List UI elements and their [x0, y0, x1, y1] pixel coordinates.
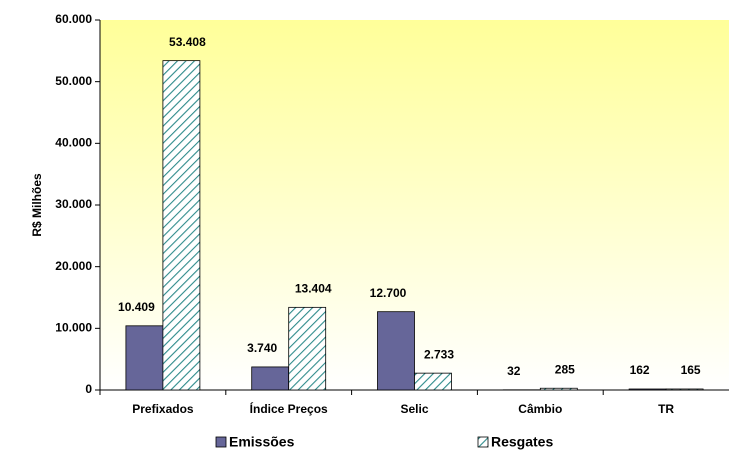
x-tick-label: Câmbio [518, 402, 562, 416]
x-tick-label: Selic [400, 402, 428, 416]
bar [539, 387, 578, 391]
bar [414, 372, 452, 391]
bar [125, 325, 164, 391]
y-tick-label: 10.000 [55, 321, 92, 335]
x-tick-label: TR [658, 402, 674, 416]
x-tick-label: Índice Preços [250, 401, 328, 416]
y-tick-label: 20.000 [55, 259, 92, 273]
y-tick-label: 60.000 [55, 12, 92, 26]
legend-label: Resgates [491, 434, 553, 450]
x-tick-label: Prefixados [132, 402, 194, 416]
y-tick-label: 50.000 [55, 74, 92, 88]
value-label: 2.733 [424, 347, 454, 361]
bar [628, 388, 667, 391]
bar [377, 311, 415, 391]
value-label: 165 [681, 363, 701, 377]
y-tick-label: 40.000 [55, 136, 92, 150]
legend-label: Emissões [229, 434, 295, 450]
bar [251, 366, 290, 391]
legend-marker [215, 436, 227, 448]
value-label: 162 [630, 363, 650, 377]
value-label: 32 [507, 364, 521, 378]
bar [665, 388, 704, 391]
legend-marker [477, 436, 489, 448]
bar [162, 60, 201, 391]
y-tick-label: 0 [85, 382, 92, 396]
value-label: 10.409 [118, 300, 155, 314]
value-label: 13.404 [295, 282, 332, 296]
value-label: 53.408 [169, 35, 206, 49]
value-label: 12.700 [370, 286, 407, 300]
value-label: 3.740 [247, 341, 277, 355]
y-tick-label: 30.000 [55, 197, 92, 211]
y-axis-title: R$ Milhões [30, 173, 44, 237]
value-label: 285 [555, 362, 575, 376]
bar [288, 306, 327, 391]
